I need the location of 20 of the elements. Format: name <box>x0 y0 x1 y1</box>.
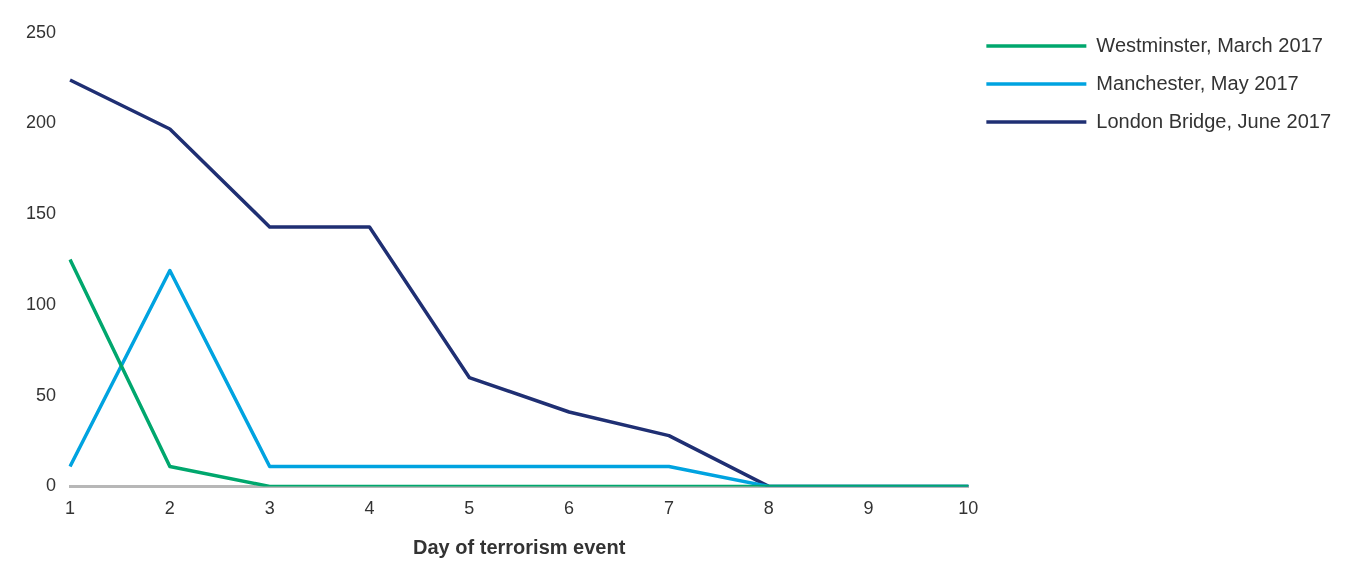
y-tick-label: 200 <box>25 112 57 133</box>
x-tick-label: 2 <box>164 498 175 519</box>
x-axis-title: Day of terrorism event <box>413 535 626 558</box>
legend-label: London Bridge, June 2017 <box>1096 109 1331 132</box>
legend-label: Manchester, May 2017 <box>1096 71 1299 94</box>
x-tick-label: 9 <box>863 498 874 519</box>
legend-label: Westminster, March 2017 <box>1096 33 1323 56</box>
x-tick-label: 7 <box>663 498 674 519</box>
x-tick-label: 10 <box>958 498 979 519</box>
y-tick-label: 0 <box>46 475 57 496</box>
y-tick-label: 100 <box>25 293 57 314</box>
x-tick-label: 6 <box>564 498 575 519</box>
x-tick-label: 4 <box>364 498 375 519</box>
y-tick-label: 50 <box>36 384 57 405</box>
x-tick-label: 1 <box>65 498 76 519</box>
x-tick-label: 8 <box>763 498 774 519</box>
y-tick-label: 150 <box>25 203 57 224</box>
x-tick-label: 3 <box>264 498 275 519</box>
x-tick-label: 5 <box>464 498 475 519</box>
y-tick-label: 250 <box>25 21 57 42</box>
